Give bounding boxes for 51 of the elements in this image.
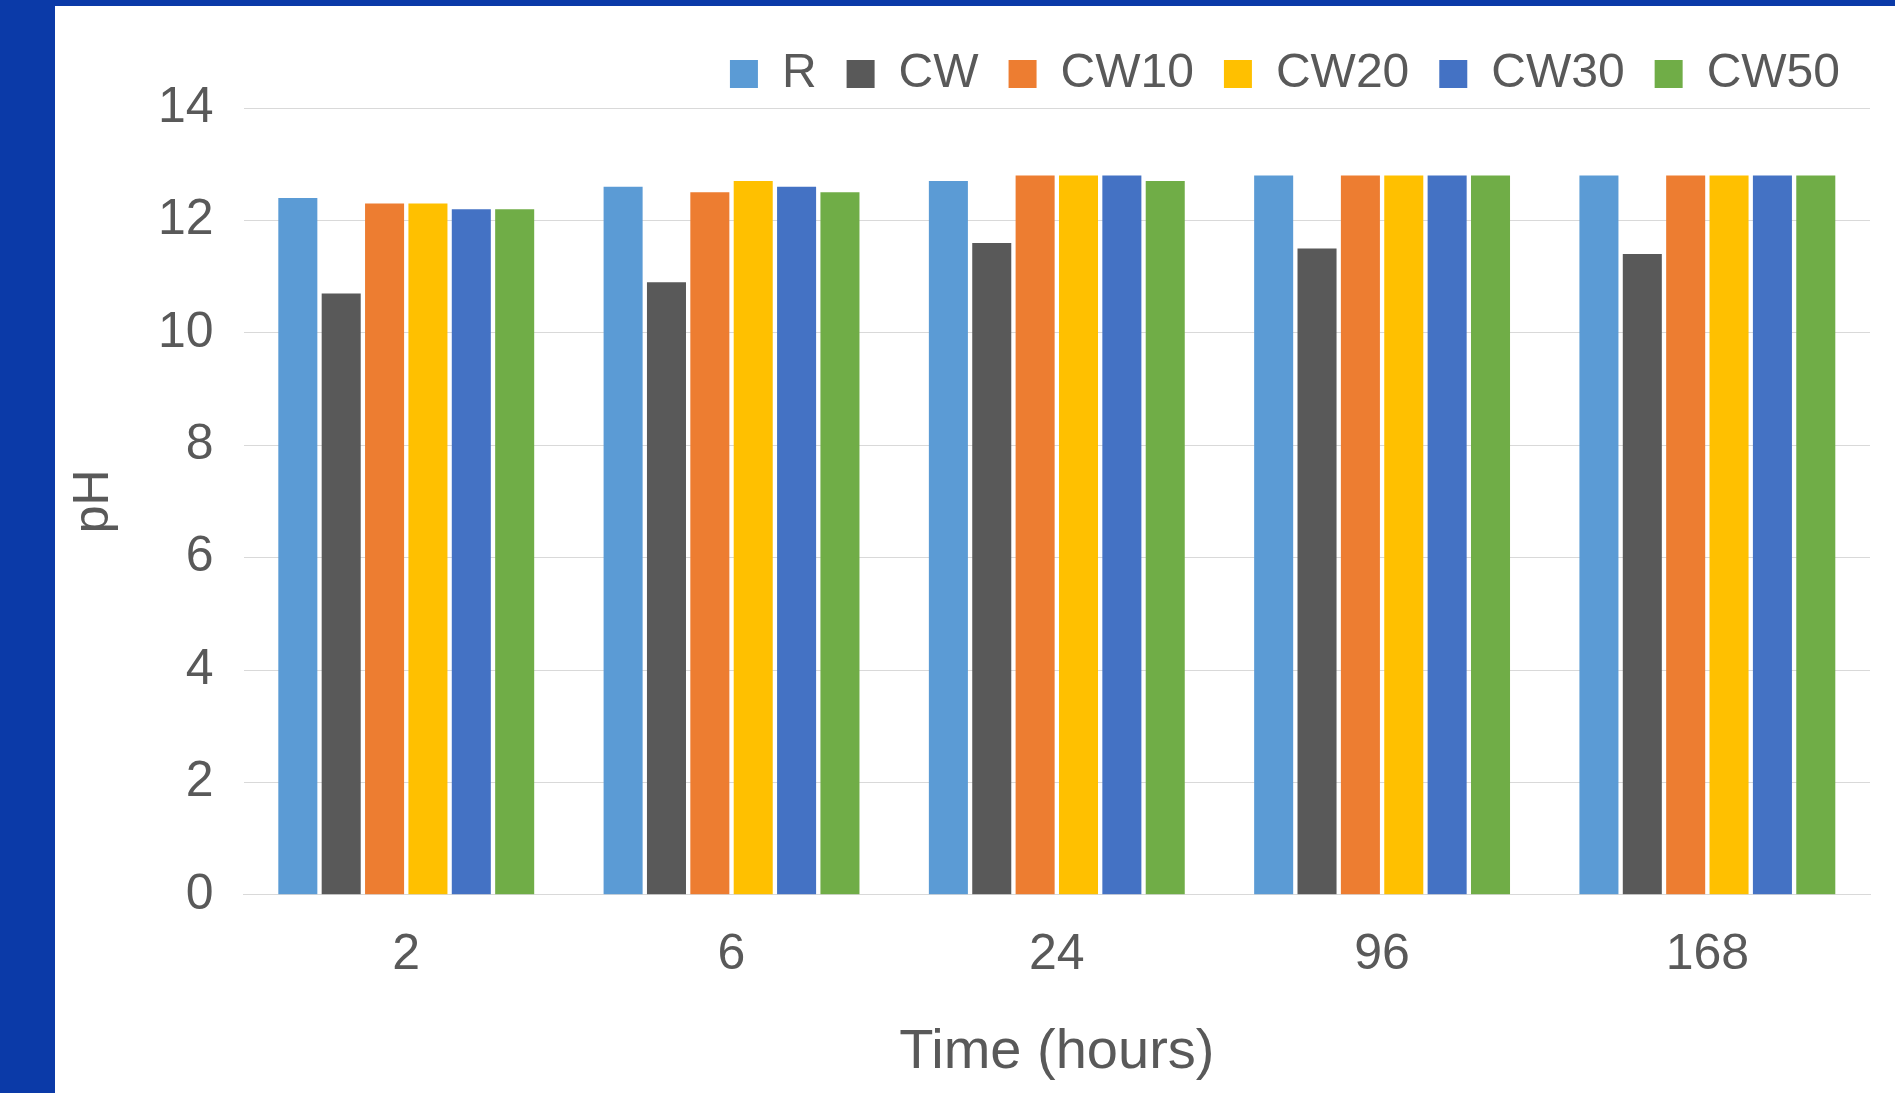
bar (603, 186, 643, 895)
bar (1796, 175, 1836, 895)
bar (690, 192, 730, 895)
x-axis-title: Time (hours) (899, 1016, 1215, 1080)
bar (1666, 175, 1706, 895)
bar (1579, 175, 1619, 895)
y-tick-label: 4 (185, 638, 214, 695)
bar (1427, 175, 1467, 895)
bar (972, 242, 1012, 895)
bar (1622, 254, 1662, 895)
bar (321, 293, 361, 895)
x-tick-label: 168 (1665, 923, 1750, 980)
bar (928, 181, 968, 895)
bar (365, 203, 405, 895)
x-tick-label: 96 (1354, 923, 1410, 980)
bar (1752, 175, 1792, 895)
y-axis-title: pH (62, 469, 119, 534)
legend-label: R (781, 44, 817, 98)
bar (1058, 175, 1099, 895)
y-tick-label: 0 (185, 863, 214, 920)
legend-label: CW50 (1706, 44, 1840, 98)
bar (1297, 248, 1337, 895)
bar (1145, 181, 1185, 895)
bar (278, 197, 318, 895)
bar (733, 181, 773, 895)
bar (451, 209, 491, 895)
bar (1015, 175, 1055, 895)
bar (1709, 175, 1749, 895)
bar (777, 186, 817, 895)
y-tick-label: 2 (185, 751, 214, 808)
y-tick-label: 6 (185, 526, 214, 583)
bar (1340, 175, 1380, 895)
bar (1470, 175, 1511, 895)
bar (646, 282, 686, 895)
legend-label: CW30 (1491, 44, 1625, 98)
bar (408, 203, 448, 895)
bar (495, 209, 535, 895)
bar (1102, 175, 1142, 895)
x-tick-label: 24 (1029, 923, 1085, 980)
y-tick-label: 14 (157, 76, 214, 133)
legend-label: CW (898, 44, 980, 98)
y-tick-label: 8 (185, 413, 214, 470)
x-tick-label: 2 (392, 923, 421, 980)
legend-label: CW10 (1060, 44, 1194, 98)
legend-label: CW20 (1275, 44, 1410, 98)
x-tick-label: 6 (717, 923, 746, 980)
y-tick-label: 12 (157, 189, 214, 246)
bar (1254, 175, 1294, 895)
bar (820, 192, 860, 895)
bar (1384, 175, 1424, 895)
y-tick-label: 10 (157, 301, 214, 358)
